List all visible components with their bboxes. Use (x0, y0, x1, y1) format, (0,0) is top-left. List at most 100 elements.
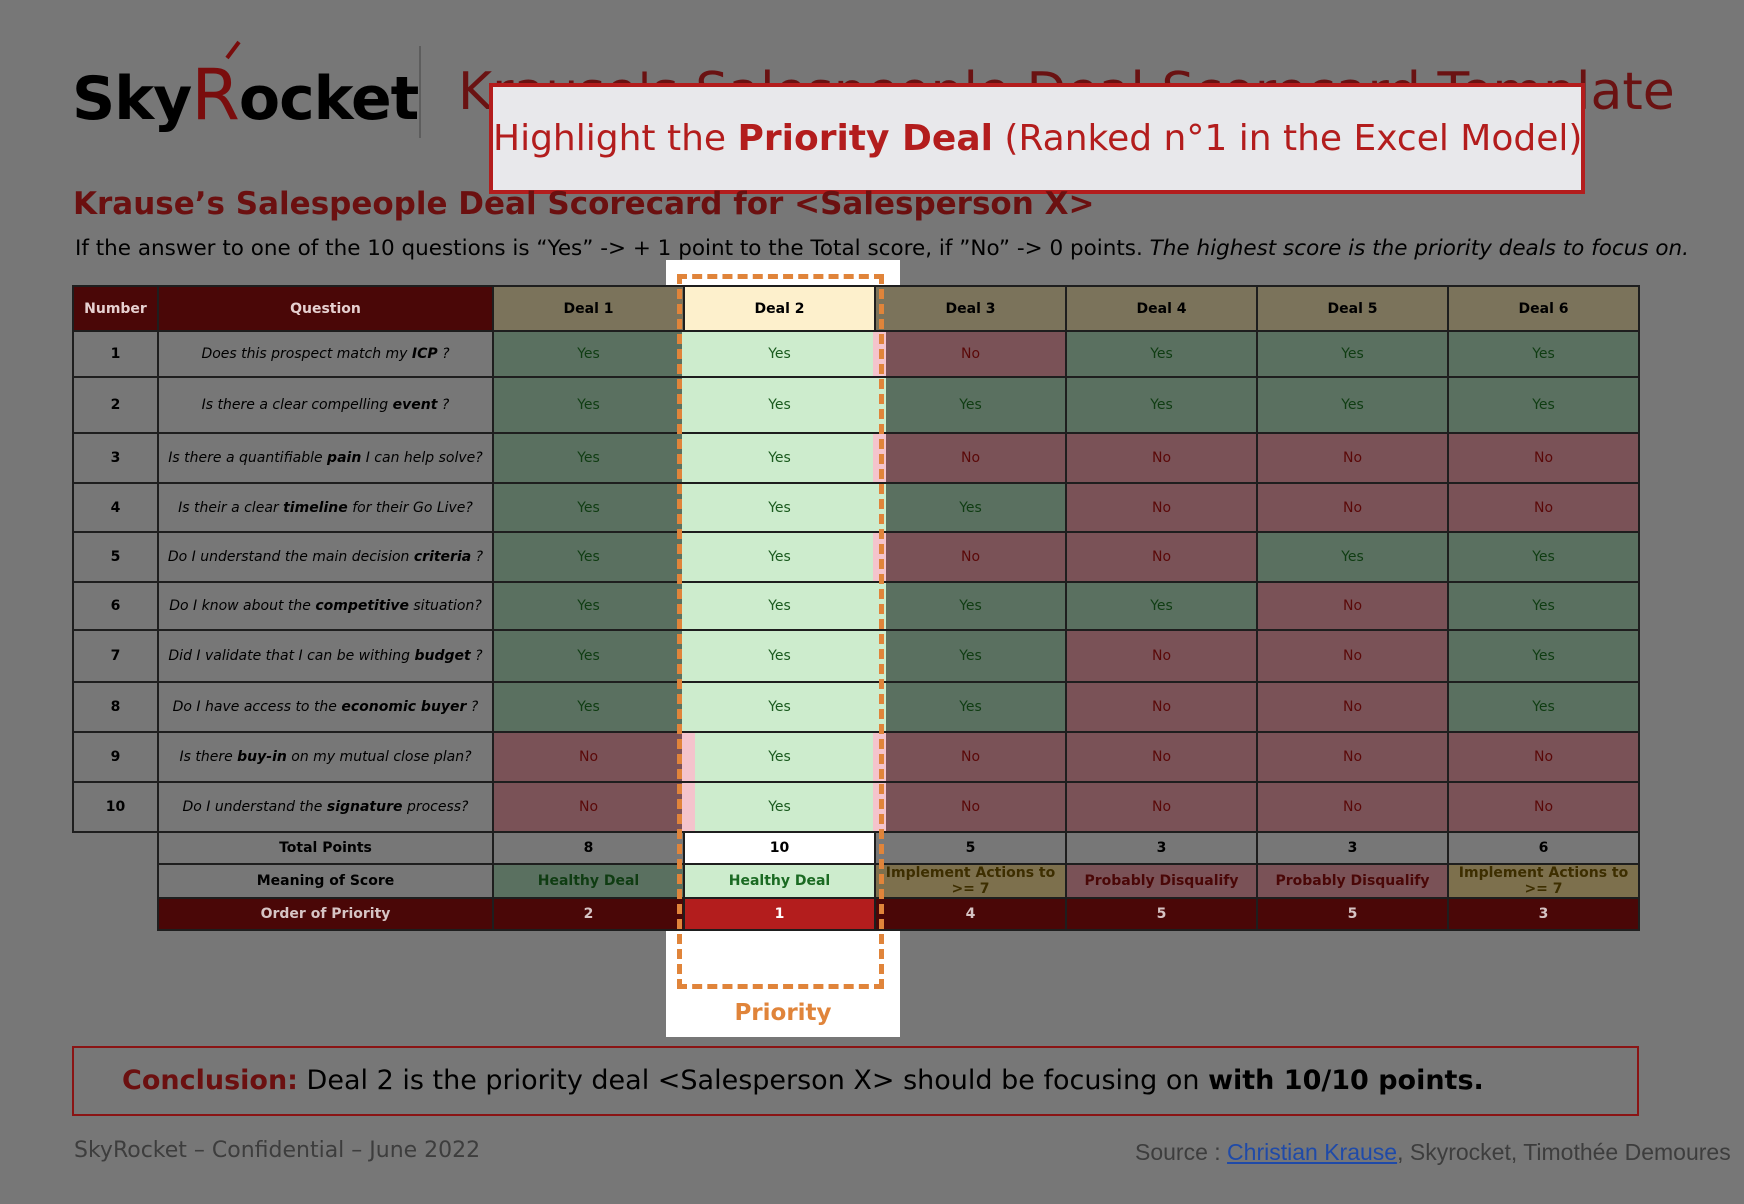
conclusion-text: Deal 2 is the priority deal <Salesperson… (297, 1065, 1209, 1096)
order-deal-6: 3 (1447, 897, 1640, 931)
question-pre: Is there a clear compelling (201, 397, 393, 413)
answer-deal-1: No (492, 781, 685, 833)
banner-suffix: (Ranked n°1 in the Excel Model) (992, 118, 1583, 159)
question-row: 1 Does this prospect match my ICP ? Yes Yes… (72, 330, 1640, 378)
answer-deal-6: No (1447, 482, 1640, 533)
question-row: 8 Do I have access to the economic buyer … (72, 681, 1640, 733)
question-bold: economic buyer (341, 699, 467, 715)
highlight-banner: Highlight the Priority Deal (Ranked n°1 … (489, 83, 1585, 194)
logo-text-ocket: ocket (238, 64, 419, 134)
answer-deal-3: Yes (874, 376, 1067, 434)
order-deal-3: 4 (874, 897, 1067, 931)
question-text: Does this prospect match my ICP ? (157, 330, 494, 378)
question-post: ? (437, 346, 450, 362)
source-suffix: , Skyrocket, Timothée Demoures (1397, 1139, 1731, 1165)
order-row: Order of Priority 2 1 4 5 5 3 (73, 897, 1640, 931)
question-pre: Do I understand the main decision (167, 549, 414, 565)
question-pre: Is their a clear (178, 499, 284, 516)
answer-deal-5: No (1256, 681, 1449, 733)
answer-deal-1: Yes (492, 482, 685, 533)
answer-deal-5: Yes (1256, 376, 1449, 434)
question-row: 6 Do I know about the competitive situati… (72, 581, 1640, 631)
header-question: Question (157, 285, 494, 332)
banner-prefix: Highlight the (493, 118, 738, 159)
header-deal-5: Deal 5 (1256, 285, 1449, 332)
question-number: 1 (72, 330, 159, 378)
total-deal-1: 8 (492, 831, 685, 865)
total-label: Total Points (157, 831, 494, 865)
answer-deal-3: No (874, 432, 1067, 484)
left-strip (682, 533, 695, 581)
intro-text: If the answer to one of the 10 questions… (75, 236, 1150, 261)
question-post: process? (402, 799, 469, 815)
answer-deal-6: Yes (1447, 581, 1640, 631)
answer-deal-3: Yes (874, 581, 1067, 631)
meaning-deal-5: Probably Disqualify (1256, 863, 1449, 899)
answer-deal-1: Yes (492, 629, 685, 683)
header-divider (419, 46, 421, 138)
header-deal-4: Deal 4 (1065, 285, 1258, 332)
left-strip (682, 434, 695, 482)
scorecard-instructions: If the answer to one of the 10 questions… (75, 236, 1689, 261)
order-label: Order of Priority (157, 897, 494, 931)
question-row: 5 Do I understand the main decision crite… (72, 531, 1640, 583)
question-row: 4 Is their a clear timeline for their Go … (72, 482, 1640, 533)
answer-deal-6: Yes (1447, 531, 1640, 583)
question-pre: Is there (179, 749, 238, 765)
answer-deal-6: Yes (1447, 629, 1640, 683)
question-pre: Did I validate that I can be withing (168, 648, 415, 664)
question-pre: Do I understand the (182, 799, 327, 815)
answer-deal-4: No (1065, 432, 1258, 484)
header-number: Number (72, 285, 159, 332)
answer-deal-2: Yes (683, 531, 876, 583)
order-deal-1: 2 (492, 897, 685, 931)
order-deal-2: 1 (683, 897, 876, 931)
scorecard-title: Krause’s Salespeople Deal Scorecard for … (73, 186, 1095, 222)
left-strip (682, 631, 695, 681)
blank-cell (73, 864, 158, 898)
question-text: Do I understand the signature process? (157, 781, 494, 833)
left-strip (682, 583, 695, 629)
total-deal-2: 10 (683, 831, 876, 865)
answer-deal-1: Yes (492, 432, 685, 484)
question-text: Is there a quantifiable pain I can help … (157, 432, 494, 484)
answer-deal-6: No (1447, 731, 1640, 783)
question-row: 10 Do I understand the signature process?… (72, 781, 1640, 833)
answer-deal-3: Yes (874, 681, 1067, 733)
question-bold: competitive (315, 598, 409, 614)
total-deal-6: 6 (1447, 831, 1640, 865)
answer-deal-2: Yes (683, 376, 876, 434)
order-deal-5: 5 (1256, 897, 1449, 931)
question-row: 9 Is there buy-in on my mutual close plan… (72, 731, 1640, 783)
total-deal-5: 3 (1256, 831, 1449, 865)
question-post: ? (471, 549, 484, 565)
question-bold: event (392, 397, 438, 413)
answer-deal-2: Yes (683, 330, 876, 378)
answer-deal-5: No (1256, 581, 1449, 631)
meaning-label: Meaning of Score (157, 863, 494, 899)
question-number: 9 (72, 731, 159, 783)
conclusion-lead: Conclusion: (122, 1065, 298, 1096)
answer-deal-2: Yes (683, 482, 876, 533)
question-post: situation? (408, 598, 482, 614)
answer-deal-6: Yes (1447, 330, 1640, 378)
table-header-row: Number Question Deal 1 Deal 2 Deal 3 Dea… (72, 285, 1640, 332)
header-deal-6: Deal 6 (1447, 285, 1640, 332)
blank-cell (73, 832, 158, 864)
answer-deal-4: No (1065, 531, 1258, 583)
meaning-deal-2: Healthy Deal (683, 863, 876, 899)
answer-deal-4: No (1065, 482, 1258, 533)
conclusion-box: Conclusion: Deal 2 is the priority deal … (72, 1046, 1639, 1116)
footer-confidential: SkyRocket – Confidential – June 2022 (74, 1138, 481, 1163)
answer-deal-5: Yes (1256, 531, 1449, 583)
source-link[interactable]: Christian Krause (1227, 1139, 1398, 1165)
question-row: 2 Is there a clear compelling event ? Yes Y… (72, 376, 1640, 434)
question-number: 6 (72, 581, 159, 631)
question-bold: pain (327, 450, 362, 466)
left-strip (682, 332, 695, 376)
answer-deal-6: No (1447, 432, 1640, 484)
answer-deal-1: Yes (492, 581, 685, 631)
answer-deal-5: Yes (1256, 330, 1449, 378)
question-bold: ICP (411, 346, 438, 362)
question-number: 3 (72, 432, 159, 484)
